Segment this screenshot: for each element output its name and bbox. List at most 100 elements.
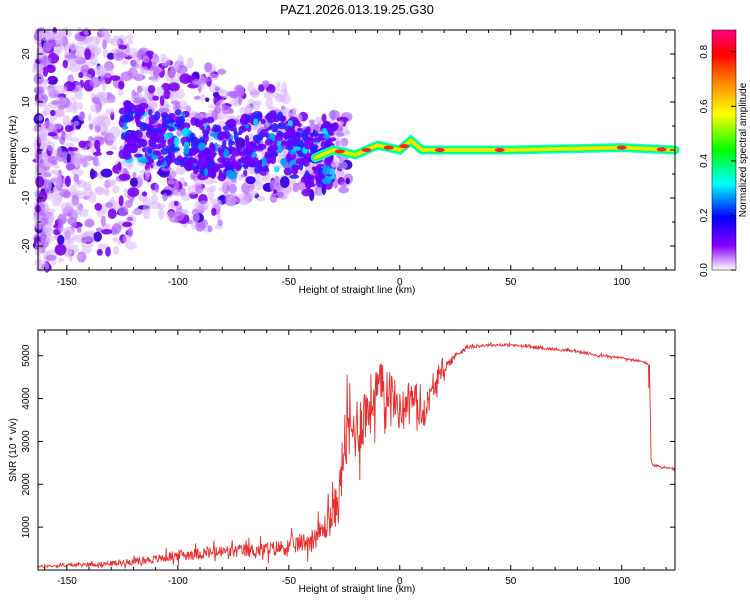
spectrogram-blob [237,130,243,136]
spectrogram-blob [35,241,42,247]
spectrogram-blob [303,155,310,161]
spectrogram-blob [163,89,171,100]
spectrogram-blob [40,217,49,226]
spectrogram-blob [187,157,198,165]
spectrogram-blob [195,185,204,194]
spectrogram-xtick-label: 100 [613,277,630,288]
spectrogram-peak [616,145,627,150]
spectrogram-blob [173,179,179,191]
spectrogram-blob [57,234,65,245]
spectrogram-blob [54,243,67,256]
spectrogram-blob [55,151,65,162]
spectrogram-blob [72,100,79,110]
spectrogram-blob [253,100,263,106]
spectrogram-blob [263,91,275,100]
spectrogram-blob [340,181,347,188]
spectrogram-blob [170,147,180,152]
spectrogram-blob [208,104,215,109]
spectrogram-blob [226,166,234,171]
spectrogram-blob [127,187,140,198]
spectrogram-blob [73,153,84,165]
spectrogram-blob [209,198,221,206]
spectrogram-blob [35,123,44,131]
spectrogram-blob [55,123,63,130]
spectrogram-blob [212,166,221,171]
spectrogram-blob [107,208,117,219]
spectrogram-blob [196,161,207,170]
spectrogram-blob [78,111,86,121]
spectrogram-blob [194,219,206,232]
spectrogram-blob [131,210,143,216]
spectrogram-blob [117,240,122,246]
spectrogram-blob [223,148,230,159]
spectrogram-blob [219,98,225,104]
spectrogram-blob [38,190,48,202]
spectrogram-blob [118,195,124,207]
spectrogram-blob [78,140,87,148]
colorbar-tick-label: 0.4 [699,154,710,168]
spectrogram-blob [245,176,256,185]
spectrogram-blob [186,57,194,69]
spectrogram-blob [153,70,160,76]
spectrogram-blob [156,86,165,98]
spectrogram-blob [217,147,223,153]
spectrogram-blob [147,147,153,154]
spectrogram-blob [105,246,111,257]
spectrogram-blob [211,207,217,216]
spectrogram-ytick-label: -20 [21,238,32,253]
spectrogram-blob [43,104,51,116]
spectrogram-blob [49,123,57,129]
spectrogram-blob [176,155,183,162]
spectrogram-blob [149,135,156,142]
spectrogram-blob [187,163,195,171]
spectrogram-blob [146,92,153,101]
spectrogram-blob [96,248,103,256]
spectrogram-blob [181,127,189,138]
spectrogram-blob [159,95,165,106]
spectrogram-blob [59,135,66,145]
spectrogram-blob [94,104,101,115]
spectrogram-blob [124,136,131,143]
spectrogram-blob [133,97,142,104]
spectrogram-blob [45,254,57,262]
spectrogram-blob [276,92,283,100]
spectrogram-blob [120,71,133,82]
spectrogram-blob [244,104,253,116]
spectrogram-blob [92,151,102,156]
snr-series-line [37,341,676,569]
spectrogram-blob [81,245,92,254]
spectrogram-blob [33,73,44,85]
spectrogram-blob [138,72,144,80]
spectrogram-blob [93,231,102,242]
spectrogram-blob [137,47,150,59]
spectrogram-blob [47,88,54,94]
spectrogram-blob [280,88,288,94]
spectrogram-blob [46,64,56,74]
spectrogram-blob [83,26,90,36]
spectrogram-blob [35,266,44,272]
spectrogram-blob [127,39,134,45]
spectrogram-blob [173,123,183,128]
snr-background [38,330,675,570]
spectrogram-blob [222,125,231,132]
spectrogram-blob [105,201,114,208]
spectrogram-blob [261,156,267,166]
spectrogram-blob [52,186,58,194]
spectrogram-blob [40,162,50,168]
spectrogram-xtick-label: 50 [505,277,517,288]
spectrogram-blob [139,169,148,174]
spectrogram-peak [494,148,505,152]
spectrogram-blob [221,159,226,168]
spectrogram-blob [106,91,112,97]
spectrogram-blob [48,75,56,82]
spectrogram-blob [145,50,154,56]
spectrogram-blob [321,113,327,123]
spectrogram-blob [321,183,327,195]
spectrogram-blob [277,191,284,199]
spectrogram-blob [141,191,148,197]
spectrogram-blob [141,66,149,75]
spectrogram-blob [132,70,140,77]
spectrogram-blob [336,161,348,170]
spectrogram-blob [118,44,128,50]
spectrogram-blob [118,80,125,90]
